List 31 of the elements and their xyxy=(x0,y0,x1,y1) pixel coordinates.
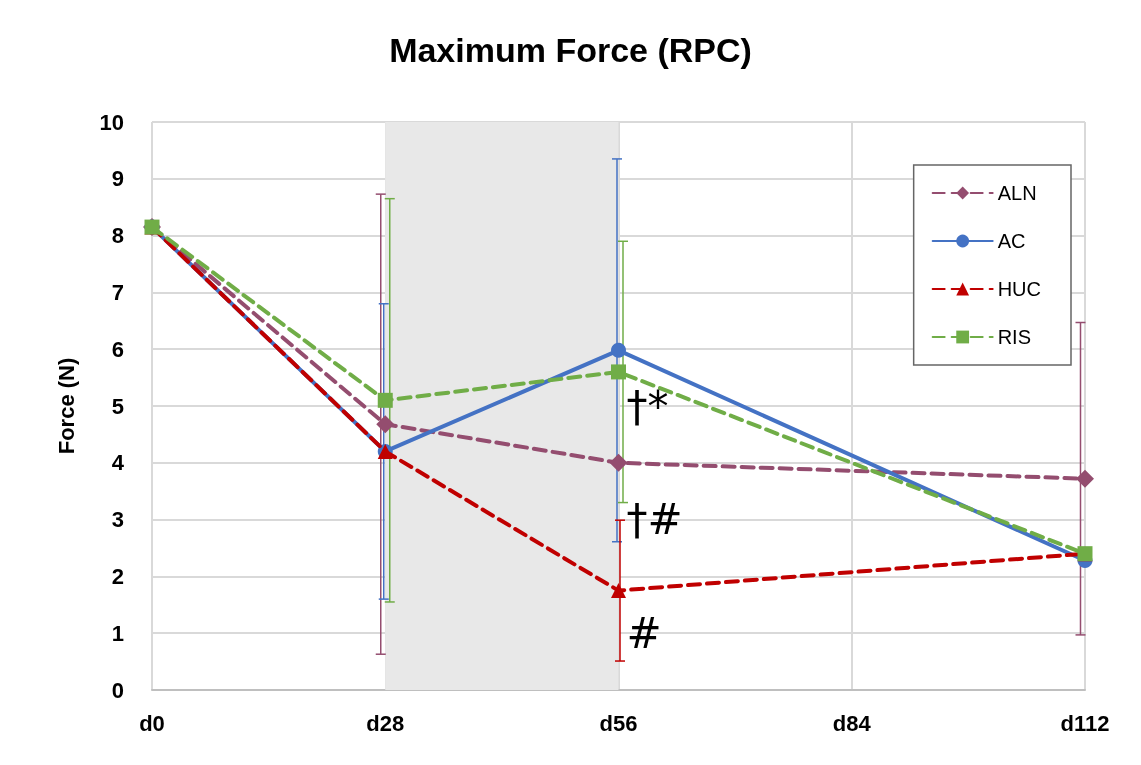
annotation: †* xyxy=(626,381,669,431)
x-tick-label: d0 xyxy=(139,710,165,736)
y-tick-label: 6 xyxy=(111,336,124,362)
point xyxy=(609,453,628,472)
chart-title: Maximum Force (RPC) xyxy=(389,31,752,69)
y-tick-label: 4 xyxy=(111,450,125,476)
x-tick-label: d56 xyxy=(599,710,638,736)
y-tick-label: 0 xyxy=(111,677,124,703)
legend-label: HUC xyxy=(997,278,1042,300)
legend-label: RIS xyxy=(997,326,1032,348)
y-tick-label: 5 xyxy=(111,393,124,419)
y-tick-label: 9 xyxy=(111,166,124,192)
point xyxy=(376,415,395,434)
y-tick-label: 7 xyxy=(111,279,124,305)
point xyxy=(611,364,626,380)
y-tick-label: 2 xyxy=(111,563,124,589)
legend-label: AC xyxy=(997,230,1026,252)
x-tick-label: d112 xyxy=(1060,710,1110,736)
x-tick-label: d28 xyxy=(366,710,405,736)
y-tick-label: 8 xyxy=(111,223,124,249)
y-tick-label: 10 xyxy=(99,109,124,135)
annotation: # xyxy=(626,608,662,658)
legend-label: ALN xyxy=(997,182,1037,204)
point xyxy=(611,342,626,358)
point xyxy=(377,392,393,408)
y-tick-label: 3 xyxy=(111,507,124,533)
annotation: †# xyxy=(626,495,683,545)
y-tick-label: 1 xyxy=(111,620,124,646)
x-tick-label: d84 xyxy=(832,710,872,736)
y-axis-title: Force (N) xyxy=(53,357,79,455)
point xyxy=(1076,469,1094,488)
